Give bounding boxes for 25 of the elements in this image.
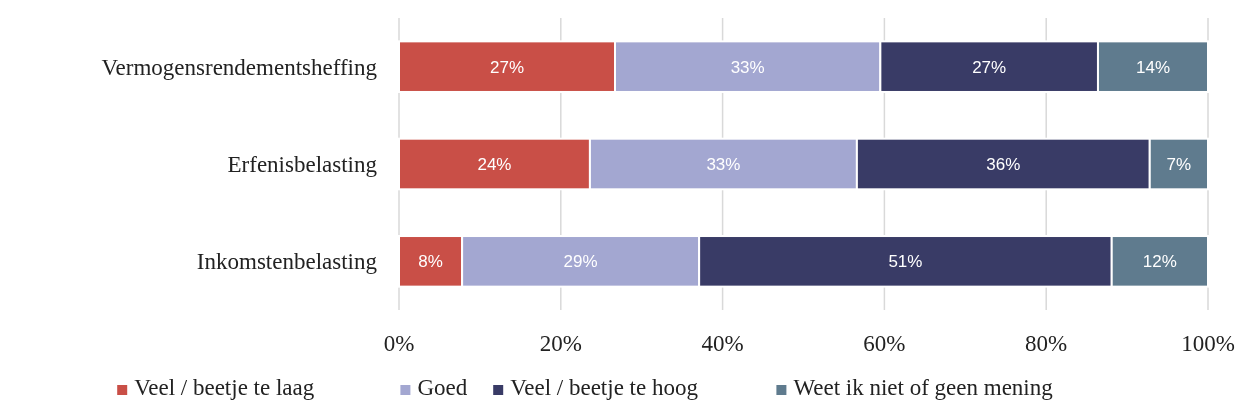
data-label: 33% bbox=[730, 57, 765, 77]
data-label: 14% bbox=[1135, 57, 1170, 77]
data-label: 33% bbox=[706, 154, 741, 174]
data-label: 27% bbox=[972, 57, 1007, 77]
data-label: 51% bbox=[888, 252, 923, 272]
x-tick-label: 60% bbox=[863, 331, 906, 357]
legend-label: Veel / beetje te hoog bbox=[510, 375, 699, 400]
data-label: 27% bbox=[489, 57, 525, 77]
x-tick-label: 0% bbox=[383, 331, 415, 357]
legend-label: Goed bbox=[417, 375, 468, 400]
legend-label: Veel / beetje te laag bbox=[134, 375, 315, 400]
y-tick-label: Erfenisbelasting bbox=[227, 152, 378, 178]
data-label: 8% bbox=[418, 252, 443, 272]
x-tick-label: 100% bbox=[1181, 331, 1235, 357]
data-label: 36% bbox=[986, 154, 1021, 174]
data-label: 24% bbox=[477, 154, 512, 174]
x-tick-label: 80% bbox=[1025, 331, 1068, 357]
data-label: 29% bbox=[563, 252, 598, 272]
x-tick-label: 20% bbox=[539, 331, 582, 357]
y-tick-label: Vermogensrendementsheffing bbox=[101, 54, 378, 80]
data-label: 12% bbox=[1142, 252, 1177, 272]
x-tick-label: 40% bbox=[701, 331, 744, 357]
data-label: 7% bbox=[1166, 154, 1192, 174]
legend-label: Weet ik niet of geen mening bbox=[793, 375, 1054, 400]
y-tick-label: Inkomstenbelasting bbox=[196, 249, 378, 275]
